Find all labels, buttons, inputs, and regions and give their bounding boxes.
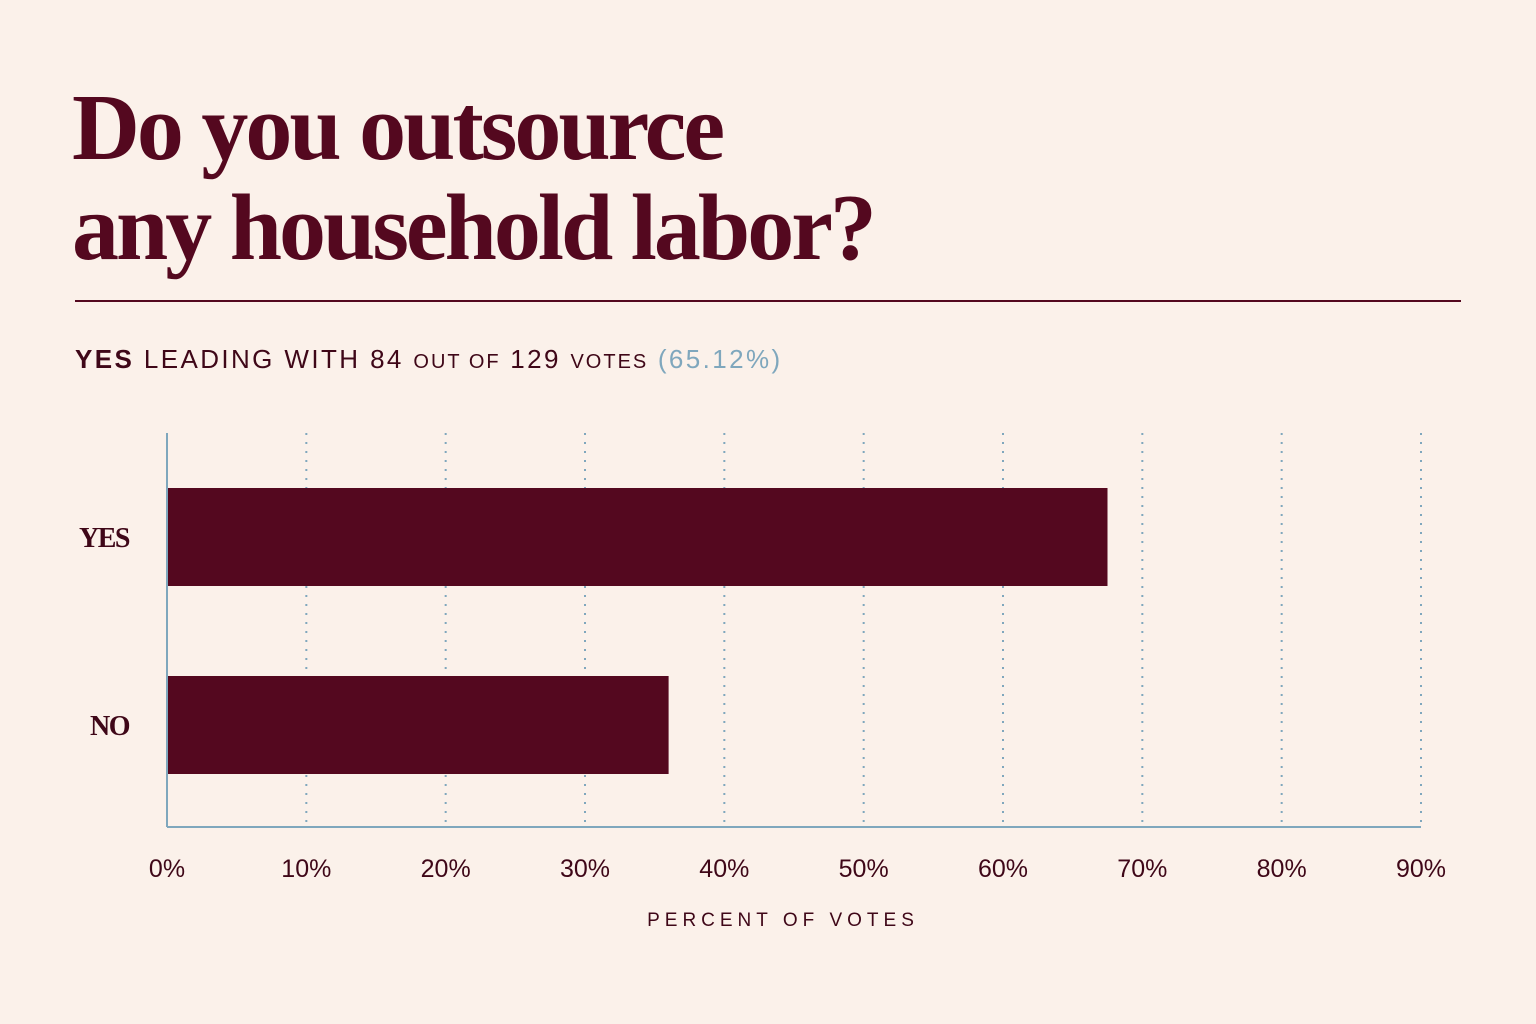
poll-summary: YES LEADING WITH 84 OUT OF 129 VOTES (65… bbox=[75, 344, 783, 375]
category-label-yes: YES bbox=[79, 523, 130, 554]
x-axis-title: PERCENT OF VOTES bbox=[647, 910, 919, 931]
bar-yes bbox=[167, 488, 1108, 586]
title-line-2: any household labor? bbox=[72, 176, 877, 280]
x-tick-label-60: 60% bbox=[978, 855, 1028, 883]
summary-total: 129 bbox=[510, 344, 561, 374]
summary-percent: (65.12%) bbox=[657, 344, 783, 374]
x-tick-label-40: 40% bbox=[699, 855, 749, 883]
summary-votes: VOTES bbox=[570, 351, 649, 373]
summary-leading: LEADING WITH 84 bbox=[143, 344, 404, 374]
x-tick-label-20: 20% bbox=[421, 855, 471, 883]
summary-winner: YES bbox=[75, 344, 135, 374]
page-title: Do you outsource any household labor? bbox=[72, 78, 1072, 278]
x-tick-label-0: 0% bbox=[149, 855, 185, 883]
x-tick-label-10: 10% bbox=[281, 855, 331, 883]
summary-out-of: OUT OF bbox=[413, 351, 501, 373]
category-label-no: NO bbox=[90, 711, 130, 742]
x-tick-label-70: 70% bbox=[1117, 855, 1167, 883]
title-divider bbox=[75, 300, 1461, 302]
x-tick-label-50: 50% bbox=[839, 855, 889, 883]
x-tick-label-80: 80% bbox=[1257, 855, 1307, 883]
x-tick-label-30: 30% bbox=[560, 855, 610, 883]
title-line-1: Do you outsource bbox=[72, 76, 725, 180]
x-tick-label-90: 90% bbox=[1396, 855, 1446, 883]
bar-no bbox=[167, 676, 669, 774]
